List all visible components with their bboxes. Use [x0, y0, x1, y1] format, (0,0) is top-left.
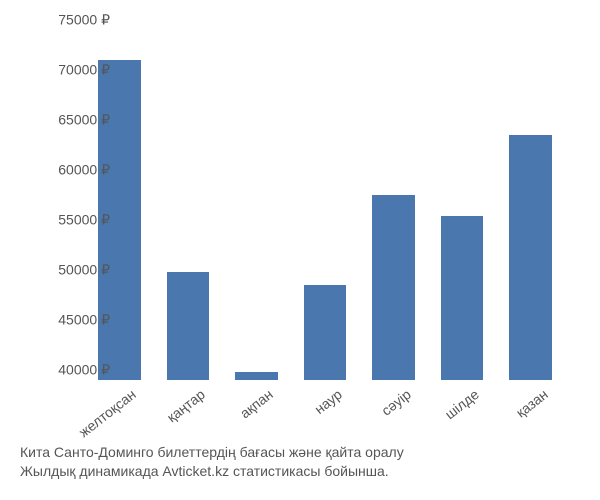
y-tick-label: 70000 ₽	[58, 62, 110, 79]
bar	[509, 135, 552, 380]
chart-container: Кита Санто-Доминго билеттердің бағасы жә…	[0, 0, 600, 500]
bar	[167, 272, 210, 380]
bar	[372, 195, 415, 380]
y-tick-label: 50000 ₽	[58, 262, 110, 279]
y-tick-label: 45000 ₽	[58, 312, 110, 329]
y-tick-label: 65000 ₽	[58, 112, 110, 129]
bar	[441, 216, 484, 380]
y-tick-label: 75000 ₽	[58, 12, 110, 29]
y-tick-label: 40000 ₽	[58, 362, 110, 379]
y-tick-label: 60000 ₽	[58, 162, 110, 179]
plot-area	[85, 20, 565, 380]
bar	[304, 285, 347, 380]
caption-line-2: Жылдық динамикада Avticket.kz статистика…	[20, 462, 404, 482]
bar	[235, 372, 278, 380]
y-tick-label: 55000 ₽	[58, 212, 110, 229]
